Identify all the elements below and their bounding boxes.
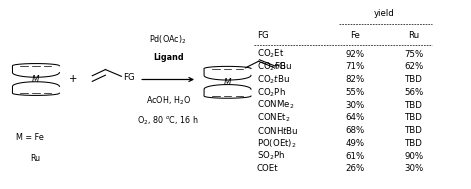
Text: Ligand: Ligand bbox=[153, 53, 183, 62]
Text: Ru: Ru bbox=[408, 31, 420, 40]
Text: SO$_2$Ph: SO$_2$Ph bbox=[257, 150, 285, 163]
Text: CONMe$_2$: CONMe$_2$ bbox=[257, 99, 294, 112]
Text: 62%: 62% bbox=[404, 62, 423, 71]
Text: FG: FG bbox=[123, 73, 135, 82]
Text: AcOH, H$_2$O: AcOH, H$_2$O bbox=[146, 95, 191, 107]
Text: TBD: TBD bbox=[405, 139, 423, 148]
Text: FG: FG bbox=[275, 62, 286, 71]
Text: O$_2$, 80 $^o$C, 16 h: O$_2$, 80 $^o$C, 16 h bbox=[138, 115, 199, 127]
Text: 30%: 30% bbox=[404, 164, 423, 174]
Text: 55%: 55% bbox=[346, 88, 365, 97]
Text: Fe: Fe bbox=[350, 31, 360, 40]
Text: 71%: 71% bbox=[346, 62, 365, 71]
Text: 61%: 61% bbox=[346, 152, 365, 161]
Text: 64%: 64% bbox=[346, 113, 365, 122]
Text: PO(OEt)$_2$: PO(OEt)$_2$ bbox=[257, 137, 296, 150]
Text: yield: yield bbox=[374, 9, 395, 18]
Text: TBD: TBD bbox=[405, 75, 423, 84]
Text: M: M bbox=[32, 75, 40, 84]
Text: 56%: 56% bbox=[404, 88, 423, 97]
Text: +: + bbox=[69, 74, 78, 84]
Text: CO$_2$Et: CO$_2$Et bbox=[257, 48, 284, 60]
Text: M: M bbox=[224, 78, 231, 87]
Text: TBD: TBD bbox=[405, 126, 423, 135]
Text: 30%: 30% bbox=[346, 101, 365, 110]
Text: M = Fe: M = Fe bbox=[16, 133, 43, 142]
Text: 90%: 90% bbox=[405, 152, 423, 161]
Text: Pd(OAc)$_2$: Pd(OAc)$_2$ bbox=[149, 34, 187, 46]
Text: 68%: 68% bbox=[346, 126, 365, 135]
Text: 26%: 26% bbox=[346, 164, 365, 174]
Text: TBD: TBD bbox=[405, 101, 423, 110]
Text: CONEt$_2$: CONEt$_2$ bbox=[257, 112, 290, 124]
Text: CO$_2$Ph: CO$_2$Ph bbox=[257, 86, 285, 99]
Text: 49%: 49% bbox=[346, 139, 365, 148]
Text: 92%: 92% bbox=[346, 50, 365, 59]
Text: CONH$t$Bu: CONH$t$Bu bbox=[257, 125, 298, 136]
Text: 75%: 75% bbox=[404, 50, 423, 59]
Text: Ru: Ru bbox=[30, 154, 40, 163]
Text: COEt: COEt bbox=[257, 164, 278, 174]
Text: CO$_2$$t$Bu: CO$_2$$t$Bu bbox=[257, 74, 290, 86]
Text: FG: FG bbox=[257, 31, 268, 40]
Text: TBD: TBD bbox=[405, 113, 423, 122]
Text: 82%: 82% bbox=[346, 75, 365, 84]
Text: CO$_2$$n$Bu: CO$_2$$n$Bu bbox=[257, 61, 292, 73]
